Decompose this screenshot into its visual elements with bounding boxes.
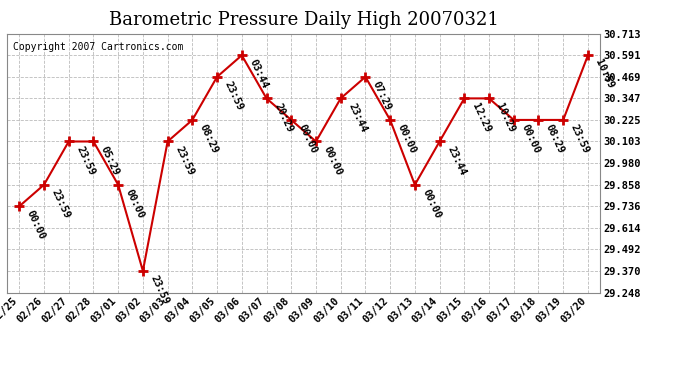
Text: 23:44: 23:44 — [346, 101, 368, 134]
Text: 05:29: 05:29 — [99, 144, 121, 177]
Text: 23:59: 23:59 — [50, 188, 72, 220]
Text: 20:29: 20:29 — [272, 101, 295, 134]
Text: 23:59: 23:59 — [75, 144, 97, 177]
Text: Barometric Pressure Daily High 20070321: Barometric Pressure Daily High 20070321 — [108, 11, 499, 29]
Text: 00:00: 00:00 — [395, 123, 418, 155]
Text: 23:59: 23:59 — [148, 274, 170, 306]
Text: Copyright 2007 Cartronics.com: Copyright 2007 Cartronics.com — [13, 42, 184, 51]
Text: 00:00: 00:00 — [25, 209, 47, 242]
Text: 23:59: 23:59 — [569, 123, 591, 155]
Text: 08:29: 08:29 — [544, 123, 566, 155]
Text: 00:00: 00:00 — [297, 123, 319, 155]
Text: 10:59: 10:59 — [593, 58, 615, 91]
Text: 23:44: 23:44 — [445, 144, 467, 177]
Text: 00:00: 00:00 — [520, 123, 542, 155]
Text: 10:29: 10:29 — [495, 101, 517, 134]
Text: 08:29: 08:29 — [198, 123, 220, 155]
Text: 03:44: 03:44 — [247, 58, 270, 91]
Text: 12:29: 12:29 — [470, 101, 492, 134]
Text: 00:00: 00:00 — [322, 144, 344, 177]
Text: 00:00: 00:00 — [420, 188, 443, 220]
Text: 23:59: 23:59 — [223, 80, 245, 112]
Text: 23:59: 23:59 — [173, 144, 195, 177]
Text: 07:29: 07:29 — [371, 80, 393, 112]
Text: 00:00: 00:00 — [124, 188, 146, 220]
